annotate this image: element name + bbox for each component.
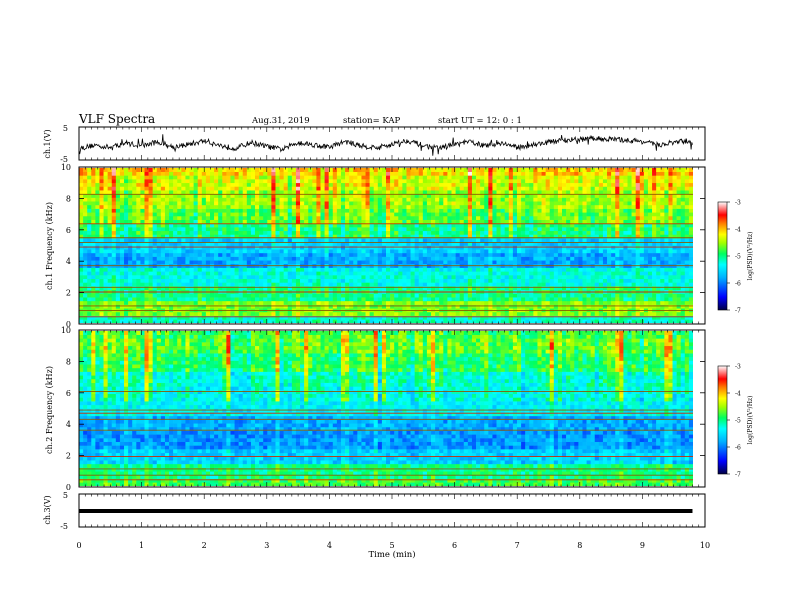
ch1-ytick-bottom: -5 [60, 155, 68, 164]
y-tick-label: 4 [66, 420, 71, 429]
ch1-ytick-top: 5 [63, 124, 68, 133]
ch2-spectrogram-panel: 0 2 4 6 8 10 ch.2 Frequency (kHz) [45, 326, 706, 492]
x-tick-label: 5 [389, 541, 394, 550]
colorbar-tick-label: -5 [735, 418, 741, 425]
colorbar-tick-label: -3 [735, 364, 741, 371]
colorbar-tick-label: -6 [735, 281, 741, 288]
colorbar-tick-label: -5 [735, 254, 741, 261]
y-tick-label: 4 [66, 257, 71, 266]
colorbar-tick-label: -7 [735, 308, 741, 315]
y-tick-label: 10 [61, 163, 71, 172]
x-tick-label: 10 [700, 541, 710, 550]
ch1-colorbar-ticks: -3 -4 -5 -6 -7 [727, 200, 741, 315]
ch3-ytick-bottom: -5 [60, 522, 68, 531]
ch3-waveform-panel: 5 -5 ch.3(V) [43, 491, 706, 531]
x-tick-label: 0 [76, 541, 81, 550]
ch1-yticks: 0 2 4 6 8 10 [61, 163, 705, 329]
station-label: station= KAP [343, 116, 401, 126]
ch1-trace [78, 134, 693, 156]
ch3-ytick-top: 5 [63, 491, 68, 500]
y-tick-label: 2 [66, 452, 71, 461]
x-tick-label: 2 [202, 541, 207, 550]
y-tick-label: 0 [66, 483, 71, 492]
date-label: Aug.31, 2019 [251, 116, 310, 126]
x-tick-label: 4 [327, 541, 332, 550]
colorbar-tick-label: -4 [735, 391, 741, 398]
ch2-spectrogram-ylabel: ch.2 Frequency (kHz) [45, 366, 54, 454]
colorbar-tick-label: -6 [735, 445, 741, 452]
y-tick-label: 0 [66, 320, 71, 329]
x-axis-ticks [78, 127, 706, 527]
ch2-colorbar-label: log(PSD)(V²/Hz) [747, 396, 754, 445]
x-tick-label: 1 [139, 541, 144, 550]
x-tick-label: 7 [515, 541, 520, 550]
x-tick-label: 6 [452, 541, 457, 550]
colorbar-tick-label: -3 [735, 200, 741, 207]
colorbar-tick-label: -7 [735, 472, 741, 479]
ch1-ylabel: ch.1(V) [43, 129, 52, 158]
x-axis-tick-labels: 0 1 2 3 4 5 6 7 8 9 10 [76, 541, 710, 550]
colorbar-tick-label: -4 [735, 227, 741, 234]
ch2-spectrogram [79, 331, 693, 486]
ch1-spectrogram [79, 168, 693, 323]
y-tick-label: 6 [66, 226, 71, 235]
ch3-ylabel: ch.3(V) [43, 495, 52, 524]
y-tick-label: 8 [66, 194, 71, 203]
y-tick-label: 6 [66, 389, 71, 398]
ch1-waveform-panel: 5 -5 ch.1(V) [43, 124, 706, 164]
x-tick-label: 9 [640, 541, 645, 550]
ch1-spectrogram-ylabel: ch.1 Frequency (kHz) [45, 202, 54, 290]
y-tick-label: 10 [61, 326, 71, 335]
ch1-colorbar-label: log(PSD)(V²/Hz) [747, 232, 754, 281]
ch2-yticks: 0 2 4 6 8 10 [61, 326, 705, 492]
x-axis-label: Time (min) [368, 549, 415, 560]
ch2-colorbar-ticks: -3 -4 -5 -6 -7 [727, 364, 741, 479]
figure-title: VLF Spectra [78, 112, 155, 126]
ch2-colorbar: -3 -4 -5 -6 -7 log(PSD)(V²/Hz) [717, 364, 754, 479]
ch1-colorbar: -3 -4 -5 -6 -7 log(PSD)(V²/Hz) [717, 200, 754, 315]
ch1-spectrogram-panel: 0 2 4 6 8 10 ch.1 Frequency (kHz) [45, 163, 706, 329]
x-tick-label: 8 [577, 541, 582, 550]
ch1-trace-path [78, 134, 693, 156]
y-tick-label: 8 [66, 357, 71, 366]
x-tick-label: 3 [264, 541, 269, 550]
y-tick-label: 2 [66, 289, 71, 298]
start-time-label: start UT = 12: 0 : 1 [438, 116, 522, 126]
